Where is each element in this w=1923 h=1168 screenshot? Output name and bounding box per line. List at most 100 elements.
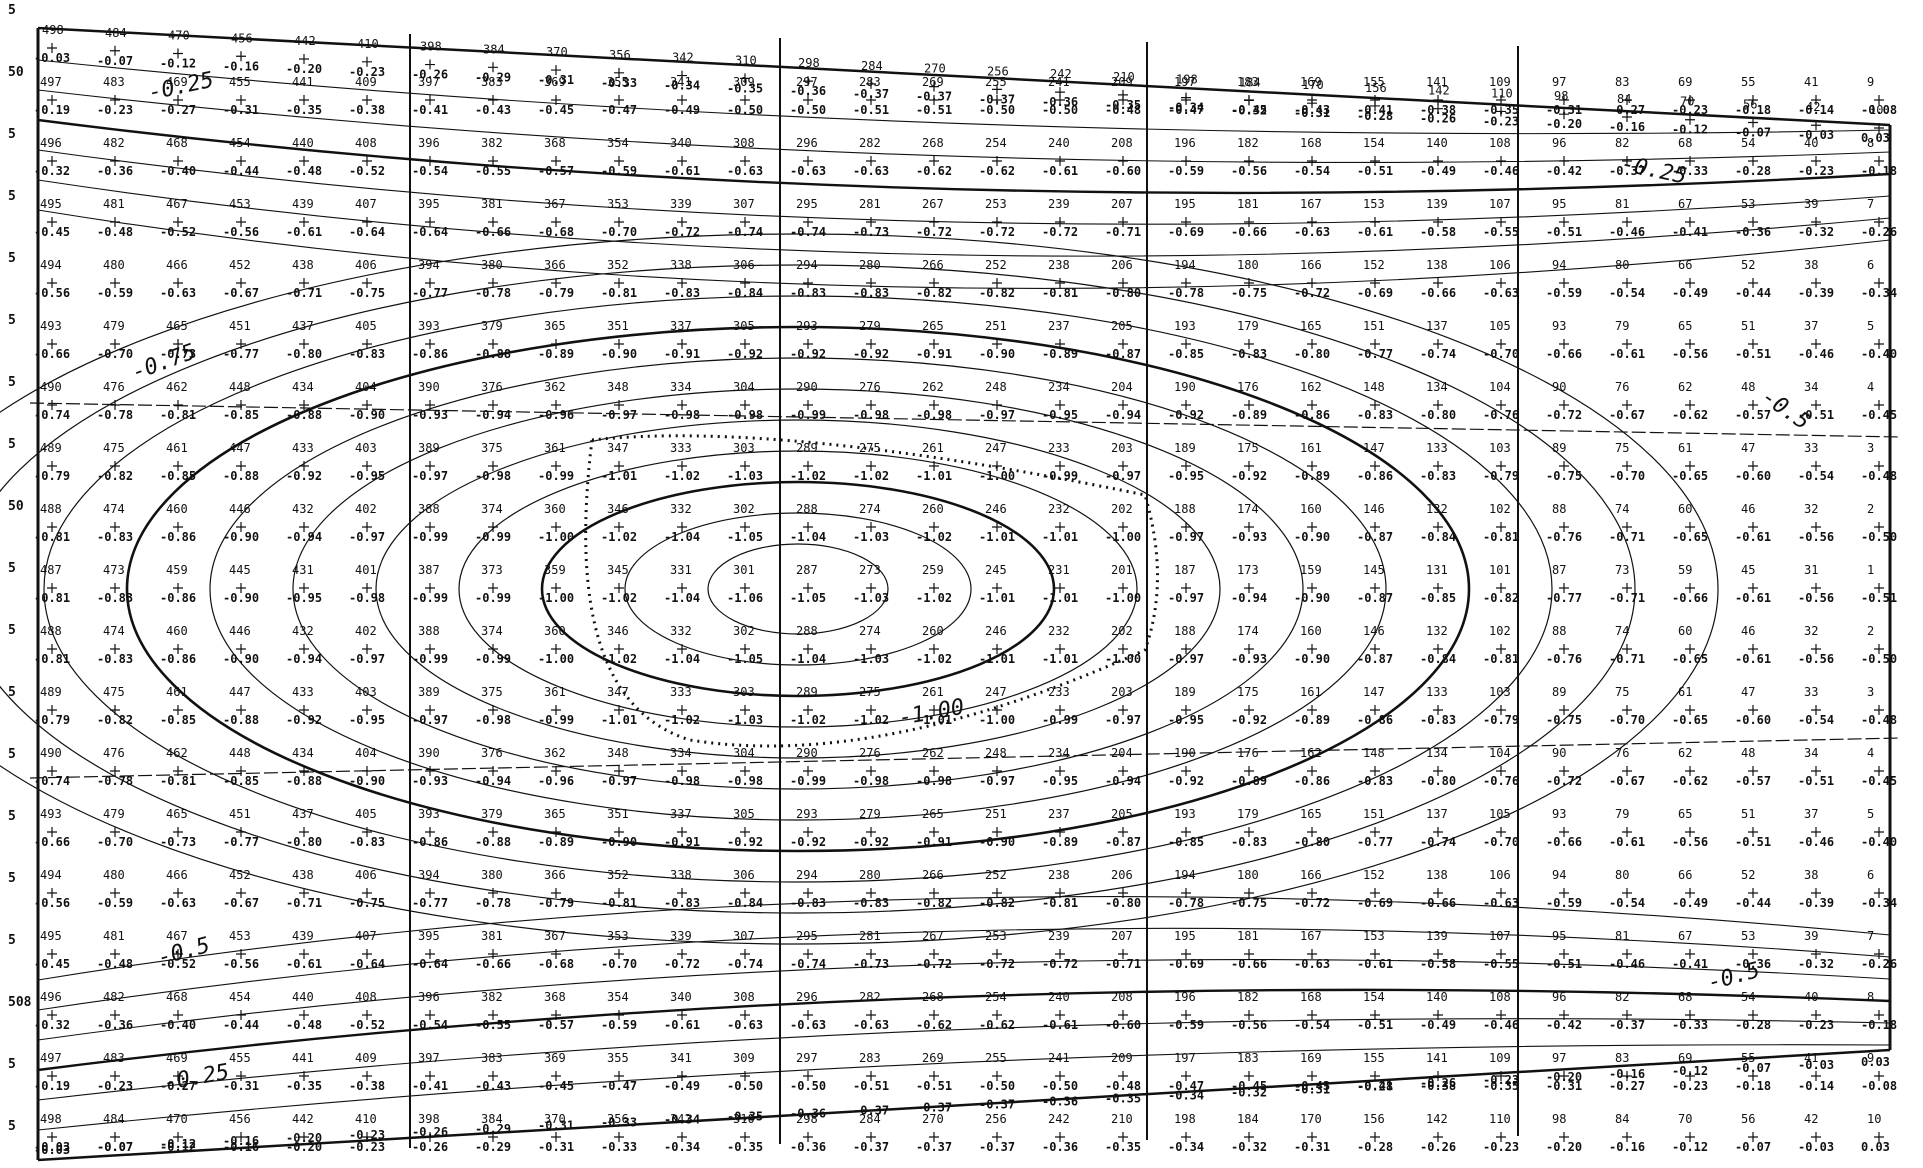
node-mark (425, 461, 435, 471)
node-number: 47 (1741, 441, 1755, 455)
node-mark (173, 1010, 183, 1020)
node-mark (1433, 400, 1443, 410)
node-mark (1874, 400, 1884, 410)
node-mark (299, 888, 309, 898)
node-mark (614, 766, 624, 776)
node-number: 456 (231, 31, 253, 45)
node-mark (614, 522, 624, 532)
node-mark (740, 644, 750, 654)
node-mark (1433, 1010, 1443, 1020)
node-number: 352 (607, 868, 629, 882)
node-number: 345 (607, 563, 629, 577)
node-mark (1181, 461, 1191, 471)
node-mark (47, 1071, 57, 1081)
node-mark (551, 583, 561, 593)
node-number: 382 (481, 136, 503, 150)
node-mark (236, 766, 246, 776)
node-number: 376 (481, 746, 503, 760)
node-number: 347 (607, 441, 629, 455)
node-number: 339 (670, 197, 692, 211)
node-mark (1118, 949, 1128, 959)
node-mark (1244, 583, 1254, 593)
node-number: 355 (607, 75, 629, 89)
pressure-value: -0.83 (664, 286, 700, 300)
pressure-value: -0.54 (1609, 896, 1645, 910)
pressure-value: -0.12 (1672, 1064, 1708, 1078)
node-mark (551, 278, 561, 288)
node-number: 365 (544, 807, 566, 821)
node-number: 406 (355, 868, 377, 882)
pressure-value: -0.26 (1861, 957, 1897, 971)
node-number: 356 (609, 48, 631, 62)
node-mark (551, 461, 561, 471)
pressure-value: -0.94 (475, 408, 511, 422)
node-number: 367 (544, 929, 566, 943)
node-mark (1811, 827, 1821, 837)
pressure-value: -0.61 (286, 225, 322, 239)
node-number: 134 (1426, 380, 1448, 394)
pressure-value: -0.65 (1672, 530, 1708, 544)
node-mark (1685, 461, 1695, 471)
node-mark (1307, 827, 1317, 837)
node-number: 338 (670, 258, 692, 272)
pressure-value: -0.36 (790, 1107, 826, 1121)
node-mark (1748, 1132, 1758, 1142)
pressure-value: -0.58 (1420, 957, 1456, 971)
pressure-value: -0.51 (1546, 225, 1582, 239)
node-number: 470 (166, 1112, 188, 1126)
node-mark (1307, 1010, 1317, 1020)
node-mark (992, 339, 1002, 349)
node-mark (1559, 156, 1569, 166)
node-mark (866, 888, 876, 898)
pressure-value: -0.77 (223, 347, 259, 361)
node-number: 251 (985, 807, 1007, 821)
node-number: 238 (1048, 868, 1070, 882)
node-number: 234 (1048, 746, 1070, 760)
node-mark (803, 827, 813, 837)
edge-label: 50 (8, 65, 24, 80)
node-number: 104 (1489, 380, 1511, 394)
pressure-value: -0.46 (1609, 225, 1645, 239)
node-mark (740, 522, 750, 532)
pressure-value: -0.32 (1798, 957, 1834, 971)
node-number: 232 (1048, 502, 1070, 516)
node-number: 476 (103, 380, 125, 394)
pressure-value: -0.37 (853, 1140, 889, 1154)
pressure-value: -0.95 (1042, 408, 1078, 422)
node-number: 62 (1678, 746, 1692, 760)
node-mark (488, 766, 498, 776)
pressure-value: -0.61 (1042, 164, 1078, 178)
pressure-value: -0.79 (34, 713, 70, 727)
node-mark (1181, 949, 1191, 959)
node-mark (1559, 109, 1569, 120)
node-mark (1748, 217, 1758, 227)
node-number: 268 (922, 136, 944, 150)
pressure-value: -0.63 (790, 1018, 826, 1032)
node-number: 270 (924, 62, 946, 76)
node-mark (1055, 156, 1065, 166)
node-mark (1874, 522, 1884, 532)
node-number: 279 (859, 319, 881, 333)
pressure-value: -0.46 (1798, 347, 1834, 361)
node-number: 390 (418, 746, 440, 760)
pressure-value: -0.20 (1546, 1070, 1582, 1084)
node-mark (236, 461, 246, 471)
node-number: 154 (1363, 990, 1385, 1004)
pressure-value: -0.72 (916, 225, 952, 239)
node-mark (551, 1132, 561, 1142)
pressure-value: -0.51 (916, 1079, 952, 1093)
pressure-value: -0.94 (1105, 408, 1141, 422)
node-mark (1244, 1010, 1254, 1020)
node-number: 402 (355, 624, 377, 638)
pressure-value: -0.83 (853, 286, 889, 300)
node-mark (1181, 217, 1191, 227)
node-mark (425, 583, 435, 593)
node-number: 466 (166, 868, 188, 882)
node-number: 139 (1426, 197, 1448, 211)
node-number: 141 (1426, 1051, 1448, 1065)
pressure-value: -0.20 (286, 1131, 322, 1145)
node-mark (803, 400, 813, 410)
pressure-value: -1.02 (664, 713, 700, 727)
pressure-value: -0.72 (1042, 225, 1078, 239)
